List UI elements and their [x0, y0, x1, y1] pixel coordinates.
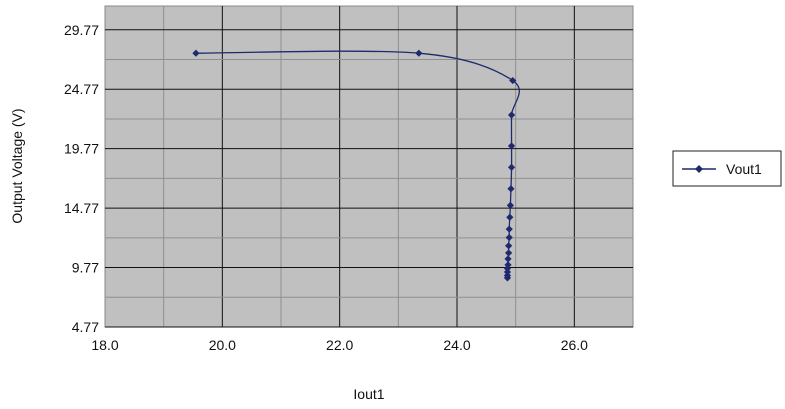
x-axis-title: Iout1	[353, 386, 384, 402]
y-tick-label: 19.77	[64, 141, 99, 157]
y-tick-label: 29.77	[64, 22, 99, 38]
x-tick-label: 24.0	[443, 337, 470, 353]
data-point	[507, 163, 516, 171]
x-tick-label: 26.0	[561, 337, 588, 353]
tick-labels: 18.0 20.0 22.0 24.0 26.0 4.77 9.77 14.77 19.77 24…	[64, 22, 588, 353]
plot-area	[104, 5, 634, 328]
data-point	[509, 76, 517, 85]
data-point	[503, 274, 512, 282]
y-axis-title: Output Voltage (V)	[9, 108, 25, 223]
data-point	[505, 225, 513, 233]
data-point	[415, 49, 423, 57]
x-tick-label: 18.0	[91, 337, 118, 353]
x-tick-label: 20.0	[209, 337, 236, 353]
data-point	[507, 185, 515, 193]
data-point	[506, 213, 514, 221]
y-tick-label: 9.77	[72, 260, 99, 276]
data-point	[504, 255, 512, 263]
data-point	[507, 111, 516, 119]
y-tick-label: 14.77	[64, 200, 99, 216]
series-layer	[192, 49, 520, 282]
data-point	[192, 49, 200, 57]
data-point	[506, 201, 514, 209]
data-point	[505, 249, 513, 257]
legend-label: Vout1	[726, 161, 762, 177]
data-point	[507, 142, 516, 150]
data-point	[505, 233, 513, 242]
y-tick-label: 4.77	[72, 319, 99, 335]
legend: Vout1	[672, 150, 782, 187]
x-tick-label: 22.0	[326, 337, 353, 353]
data-point	[505, 242, 513, 250]
y-tick-label: 24.77	[64, 81, 99, 97]
grid-lines	[105, 6, 633, 328]
legend-marker	[695, 165, 703, 173]
